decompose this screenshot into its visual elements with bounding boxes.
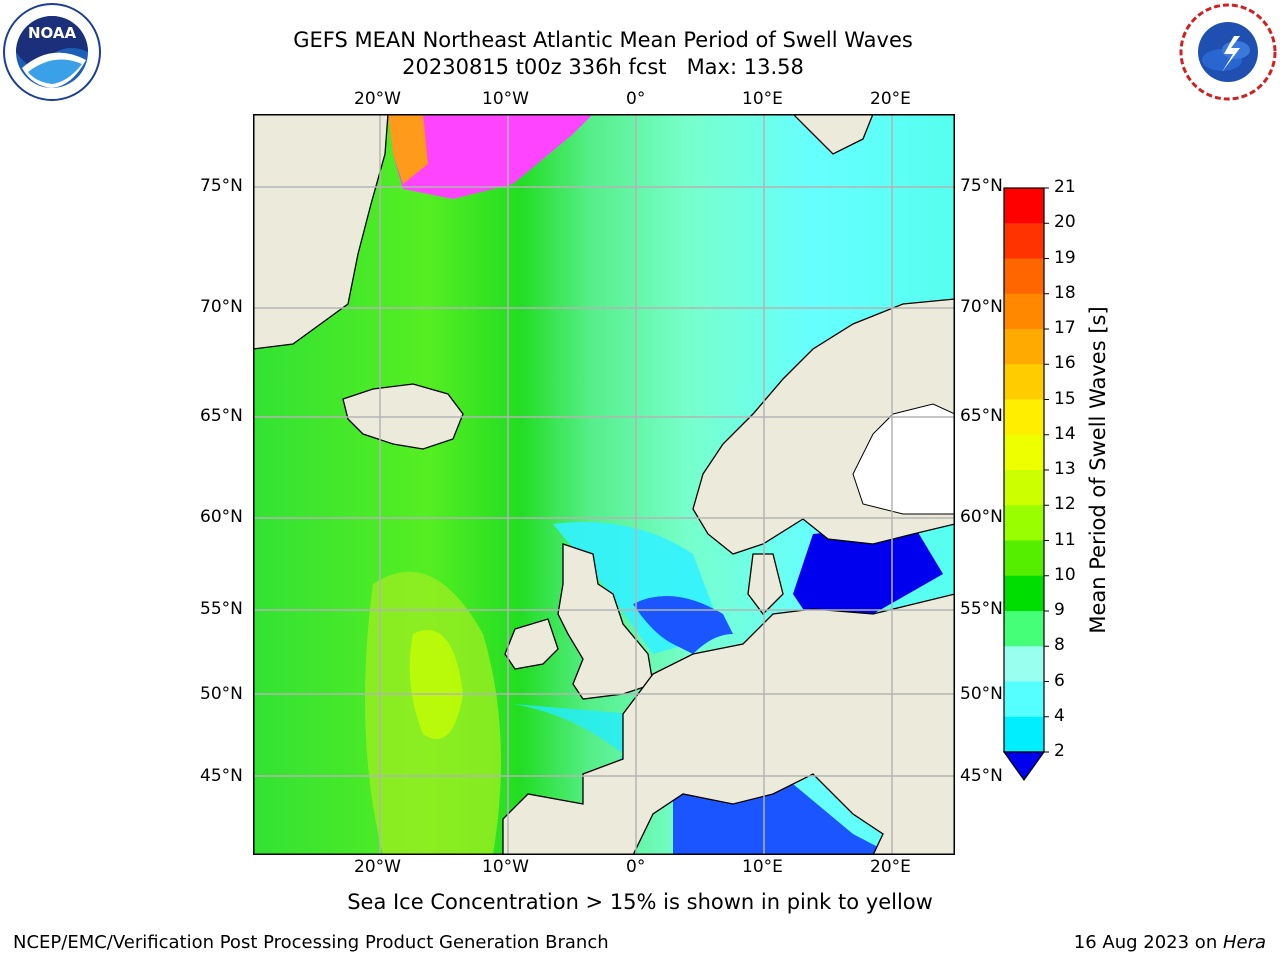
lat-label-right: 55°N [960, 599, 1003, 619]
colorbar-segment [1004, 470, 1044, 506]
colorbar-tick-label: 21 [1054, 177, 1076, 197]
lat-label-right: 60°N [960, 507, 1003, 527]
longest-swell-region [409, 630, 463, 739]
colorbar-tick-label: 15 [1054, 388, 1076, 409]
colorbar-tick-label: 16 [1054, 353, 1076, 374]
lat-label-left: 75°N [200, 176, 243, 196]
colorbar-segment [1004, 364, 1044, 400]
colorbar-segment [1004, 505, 1044, 541]
colorbar-segment [1004, 646, 1044, 682]
footer-date: 16 Aug 2023 on [1073, 932, 1223, 953]
colorbar-tick-label: 18 [1054, 282, 1076, 303]
colorbar-under-triangle [1002, 751, 1046, 782]
lon-label-top: 20°E [870, 89, 911, 109]
colorbar-tick-label: 10 [1054, 564, 1076, 585]
colorbar-tick-label: 9 [1054, 600, 1065, 620]
footer-machine: Hera [1222, 932, 1266, 953]
lat-label-left: 55°N [200, 599, 243, 619]
lat-label-right: 65°N [960, 406, 1003, 426]
lon-label-bottom: 20°W [354, 857, 401, 877]
sea-ice-note: Sea Ice Concentration > 15% is shown in … [347, 890, 933, 914]
lat-label-left: 65°N [200, 406, 243, 426]
lon-label-bottom: 0° [626, 857, 646, 877]
baltic-shortest-swell [793, 524, 943, 624]
lat-label-right: 75°N [960, 176, 1003, 196]
lat-label-right: 45°N [960, 766, 1003, 786]
colorbar-tick-label: 13 [1054, 459, 1076, 479]
colorbar-segment [1004, 434, 1044, 471]
colorbar-segment [1004, 681, 1044, 718]
lat-label-right: 70°N [960, 297, 1003, 317]
lon-label-top: 10°W [482, 89, 529, 109]
colorbar [1002, 187, 1049, 782]
colorbar-tick-label: 12 [1054, 494, 1076, 515]
colorbar-tick-label: 2 [1054, 741, 1065, 761]
svg-text:NOAA: NOAA [28, 24, 77, 42]
colorbar-title: Mean Period of Swell Waves [s] [1086, 306, 1110, 634]
colorbar-tick-label: 17 [1054, 318, 1076, 338]
lon-label-top: 10°E [742, 89, 783, 109]
sea-ice-region [388, 114, 593, 199]
map-frame [253, 114, 955, 855]
chart-title: GEFS MEAN Northeast Atlantic Mean Period… [293, 28, 913, 52]
footer-right: 16 Aug 2023 on Hera [1074, 932, 1266, 953]
footer-left: NCEP/EMC/Verification Post Processing Pr… [13, 932, 609, 953]
chart-subtitle: 20230815 t00z 336h fcst Max: 13.58 [402, 55, 804, 79]
lon-label-top: 20°W [354, 89, 401, 109]
sea-ice-edge [388, 114, 428, 184]
colorbar-tick-label: 20 [1054, 212, 1076, 233]
noaa-logo-icon: NOAA [2, 2, 102, 102]
lat-label-right: 50°N [960, 684, 1003, 704]
bothnia-no-data [852, 403, 955, 515]
colorbar-segment [1004, 611, 1044, 647]
colorbar-segment [1004, 716, 1044, 753]
lat-label-left: 50°N [200, 684, 243, 704]
colorbar-segment [1004, 293, 1044, 330]
colorbar-segment [1004, 258, 1044, 295]
colorbar-segment [1004, 188, 1044, 224]
land-areas [253, 114, 955, 855]
lon-label-bottom: 10°W [482, 857, 529, 877]
colorbar-tick-label: 6 [1054, 670, 1065, 691]
nws-logo-icon [1178, 2, 1278, 102]
colorbar-segment [1004, 399, 1044, 436]
colorbar-tick-label: 4 [1054, 705, 1065, 726]
lon-label-bottom: 10°E [742, 857, 783, 877]
colorbar-segment [1004, 540, 1044, 577]
lon-label-bottom: 20°E [870, 857, 911, 877]
lat-label-left: 60°N [200, 507, 243, 527]
lat-label-left: 45°N [200, 766, 243, 786]
colorbar-segment [1004, 575, 1044, 612]
graticule [253, 114, 955, 855]
swell-period-map [253, 114, 955, 855]
colorbar-segment [1004, 329, 1044, 365]
lon-label-top: 0° [626, 89, 646, 109]
colorbar-tick-label: 8 [1054, 635, 1065, 656]
lat-label-left: 70°N [200, 297, 243, 317]
colorbar-segment [1004, 223, 1044, 259]
colorbar-tick-label: 19 [1054, 247, 1076, 268]
colorbar-tick-label: 14 [1054, 423, 1076, 444]
colorbar-tick-label: 11 [1054, 529, 1076, 550]
